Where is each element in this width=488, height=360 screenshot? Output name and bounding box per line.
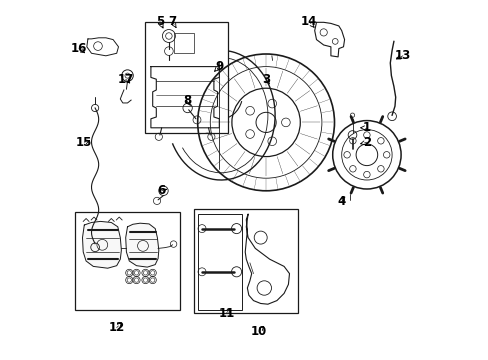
- Text: 10: 10: [250, 325, 266, 338]
- Text: 11: 11: [218, 307, 234, 320]
- Text: 15: 15: [76, 136, 92, 149]
- Text: 5: 5: [156, 15, 163, 28]
- Polygon shape: [125, 223, 159, 267]
- Text: 8: 8: [183, 94, 191, 107]
- Polygon shape: [151, 67, 219, 128]
- Polygon shape: [87, 38, 118, 56]
- Bar: [194, 209, 298, 313]
- Text: 14: 14: [301, 15, 317, 28]
- Text: 17: 17: [117, 73, 134, 86]
- Text: 1: 1: [362, 121, 370, 134]
- Bar: [174, 33, 194, 53]
- Text: 6: 6: [157, 184, 165, 197]
- Text: 9: 9: [215, 60, 223, 73]
- Bar: [145, 22, 228, 133]
- Polygon shape: [244, 214, 289, 304]
- Bar: [75, 212, 179, 310]
- Text: 16: 16: [71, 42, 87, 55]
- Polygon shape: [314, 22, 344, 57]
- Text: 7: 7: [168, 15, 176, 28]
- Text: 4: 4: [337, 195, 345, 208]
- Text: 3: 3: [262, 73, 269, 86]
- Text: 13: 13: [394, 49, 410, 62]
- Polygon shape: [82, 221, 121, 268]
- Text: 2: 2: [362, 136, 370, 149]
- Bar: [198, 214, 241, 310]
- Text: 12: 12: [108, 321, 124, 334]
